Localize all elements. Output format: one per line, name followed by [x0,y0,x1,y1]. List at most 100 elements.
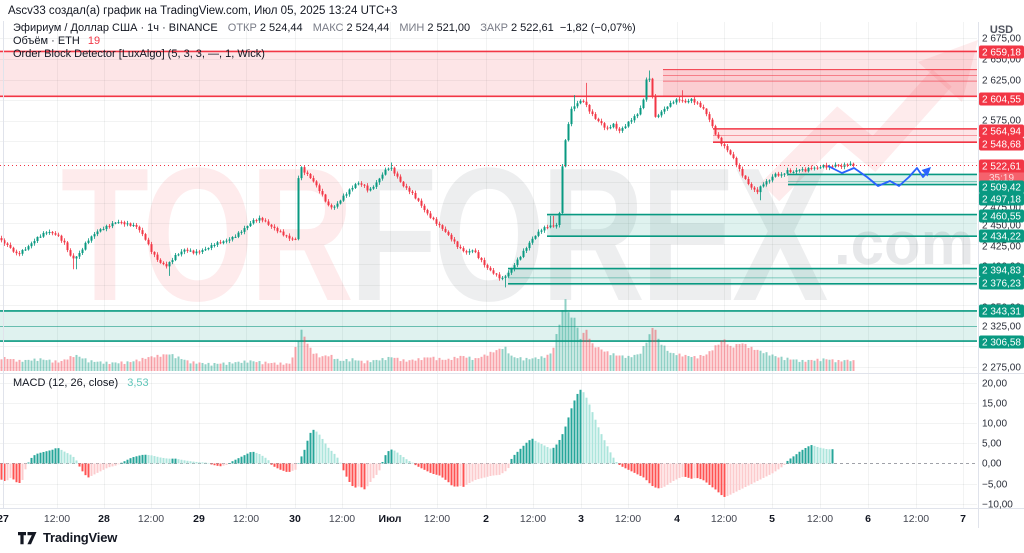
candle-body [411,191,414,194]
macd-bar [423,463,426,470]
candle-body [651,78,654,97]
volume-bar [459,355,462,371]
volume-bar [714,345,717,371]
macd-bar [426,463,429,472]
candle-body [384,169,387,175]
candle-body [492,270,495,274]
macd-axis-label: −10,00 [982,500,1013,511]
volume-bar [273,362,276,371]
volume-bar [519,357,522,371]
candle-body [30,243,33,247]
macd-legend-row[interactable]: MACD (12, 26, close) 3,53 [13,377,149,389]
volume-bar [129,362,132,371]
volume-bar [762,353,765,371]
macd-bar [372,463,375,479]
volume-bar [573,317,576,371]
candle-body [48,231,51,233]
volume-bar [150,356,153,371]
tradingview-footer-logo[interactable]: TradingView [18,530,117,545]
volume-legend-row[interactable]: Объём · ETH 19 [13,35,100,47]
macd-bar [54,448,57,464]
volume-bar [144,358,147,371]
macd-bar [732,463,735,494]
volume-bar [609,355,612,371]
volume-bar [96,361,99,371]
macd-bar [225,463,228,466]
macd-label: MACD (12, 26, close) [13,377,119,389]
macd-bar [342,463,345,471]
indicator-legend-row[interactable]: Order Block Detector [LuxAlgo] (5, 3, 3,… [13,48,265,60]
symbol-legend-row[interactable]: Эфириум / Доллар США · 1ч · BINANCE ОТКР… [13,22,636,34]
svg-text:2 509,42: 2 509,42 [982,183,1021,194]
candle-body [846,164,849,166]
candle-body [423,205,426,210]
candle-body [477,252,480,258]
candle-body [849,163,852,166]
time-axis[interactable] [0,508,978,528]
svg-text:2 306,58: 2 306,58 [982,338,1021,349]
volume-bar [348,361,351,371]
volume-bar [45,360,48,371]
volume-bar [105,361,108,371]
candle-body [480,257,483,261]
volume-bar [12,359,15,371]
macd-bar [633,463,636,473]
volume-bar [471,359,474,371]
macd-pane[interactable] [0,392,977,508]
order-block-price-label [979,137,1024,151]
order-block-price-label [979,276,1024,290]
volume-bar [456,358,459,371]
candle-body [591,111,594,115]
macd-bar [321,438,324,464]
candle-body [27,246,30,250]
macd-axis-label: 5,00 [982,439,1002,450]
open-label: ОТКР [227,22,257,34]
candle-body [279,231,282,233]
candle-body [6,243,9,245]
macd-bar [57,448,60,464]
macd-bar [558,439,561,464]
candle-body [228,239,231,241]
macd-bar [366,463,369,487]
macd-bar [258,454,261,464]
candle-body [834,164,837,167]
macd-bar [780,463,783,468]
macd-bar [471,463,474,482]
candle-body [618,128,621,131]
candle-body [807,167,810,172]
volume-bar [201,362,204,371]
volume-bar [504,346,507,371]
volume-bar [588,338,591,371]
candle-body [255,220,258,222]
volume-bar [240,362,243,371]
macd-bar [729,463,732,495]
candle-body [615,123,618,129]
macd-bar [480,463,483,479]
candle-body [381,174,384,179]
price-pane[interactable] [0,60,977,373]
candle-body [147,239,150,245]
symbol-name[interactable]: Эфириум / Доллар США · 1ч · BINANCE [13,22,218,34]
candle-body [138,226,141,231]
volume-bar [759,350,762,371]
macd-bar [222,463,225,466]
volume-bar [3,357,6,371]
macd-bar [81,463,84,472]
volume-bar [723,339,726,371]
price-axis[interactable] [978,22,1024,508]
candle-body [0,238,3,241]
macd-bar [177,459,180,464]
time-axis-label: 12:00 [329,513,355,525]
macd-bar [822,448,825,464]
candle-body [252,220,255,224]
candle-body [366,185,369,191]
candle-body [240,231,243,233]
order-block-price-label [979,335,1024,349]
macd-bar [303,449,306,464]
volume-bar [636,354,639,371]
macd-bar [327,447,330,464]
candle-body [261,217,264,221]
volume-bar [795,359,798,371]
macd-bar [672,463,675,481]
candle-body [681,100,684,102]
